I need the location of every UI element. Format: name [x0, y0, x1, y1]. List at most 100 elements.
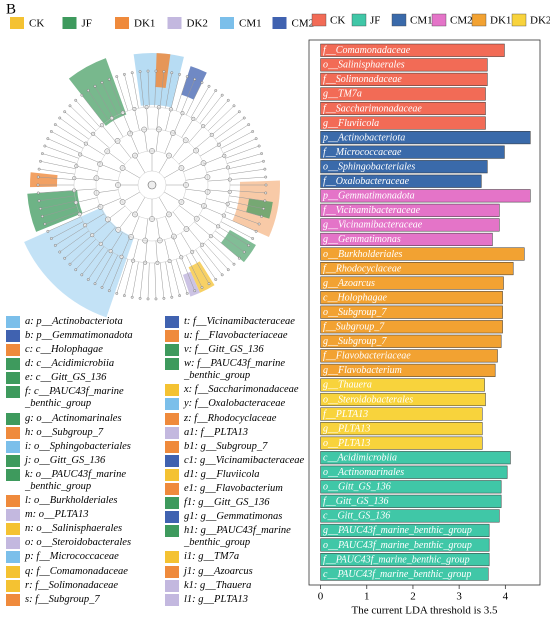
- key-label: i: o__Sphingobacteriales: [25, 440, 131, 452]
- key-item: g: o__Actinomarinales: [6, 412, 158, 425]
- bar: [320, 116, 486, 130]
- node: [41, 215, 44, 218]
- branch: [180, 257, 195, 291]
- branch: [199, 144, 219, 157]
- bar-label: c__PAUC43f_marine_benthic_group: [323, 569, 471, 580]
- key-swatch: [165, 593, 179, 606]
- branch: [204, 242, 229, 270]
- branch: [206, 198, 228, 205]
- key-label: q: f__Comamonadaceae: [25, 565, 128, 577]
- bar-label: f__Flavobacteriaceae: [323, 351, 411, 362]
- branch: [207, 189, 230, 193]
- key-label: a1: f__PLTA13: [184, 426, 249, 438]
- bar: [320, 291, 503, 305]
- branch: [116, 76, 129, 111]
- branch: [122, 167, 141, 179]
- key-item: b: p__Gemmatimonadota: [6, 330, 158, 343]
- bar: [320, 174, 482, 188]
- branch: [76, 165, 98, 172]
- branch: [116, 259, 129, 294]
- bar-label: o__Salinisphaerales: [323, 60, 405, 71]
- bar-label: c__Holophagae: [323, 292, 387, 303]
- branch: [132, 239, 139, 261]
- branch: [111, 118, 124, 138]
- bar: [320, 131, 531, 145]
- key-label: j1: g__Azoarcus: [184, 565, 253, 577]
- node: [185, 75, 189, 78]
- bar: [320, 538, 490, 552]
- branch: [94, 252, 114, 284]
- node: [43, 144, 47, 148]
- bar: [320, 305, 503, 319]
- key-swatch: [6, 523, 20, 536]
- node: [242, 116, 246, 120]
- branch: [229, 190, 266, 194]
- legend-label: CK: [330, 15, 345, 27]
- key-label: p: f__Micrococcaceae: [25, 551, 119, 563]
- node: [207, 282, 211, 286]
- legend-swatch: [351, 13, 367, 27]
- ring: [73, 106, 231, 264]
- branch: [96, 177, 119, 182]
- branch: [229, 168, 265, 175]
- key-item: x: f__Saccharimonadaceae: [165, 384, 305, 397]
- branch: [131, 261, 139, 298]
- bar: [320, 247, 525, 261]
- node: [39, 207, 42, 211]
- key-label: v: f__Gitt_GS_136: [184, 344, 264, 356]
- node: [242, 250, 246, 254]
- branch: [218, 226, 249, 246]
- key-item: h: o__Subgroup_7: [6, 426, 158, 439]
- bar: [320, 145, 505, 159]
- branch: [101, 125, 117, 143]
- node: [247, 123, 251, 126]
- branch: [187, 227, 203, 245]
- key-swatch: [165, 412, 179, 425]
- branch: [173, 113, 183, 134]
- branch: [39, 195, 75, 202]
- branch: [117, 140, 132, 159]
- node: [86, 278, 90, 281]
- key-swatch: [6, 495, 20, 508]
- key-item: j1: g__Azoarcus: [165, 565, 305, 578]
- node: [46, 229, 50, 233]
- key-item: o: o__Steroidobacterales: [6, 537, 158, 550]
- branch: [185, 254, 203, 288]
- branch: [42, 153, 78, 164]
- key-swatch: [165, 497, 179, 510]
- key-swatch: [165, 454, 179, 467]
- bar: [320, 320, 503, 334]
- key-label: x: f__Saccharimonadaceae: [184, 384, 299, 396]
- branch: [109, 257, 124, 291]
- node: [260, 152, 263, 155]
- key-label: k1: g__Thauera: [184, 579, 252, 591]
- node: [263, 199, 267, 203]
- node: [63, 256, 67, 260]
- legend-swatch: [62, 17, 77, 29]
- bar: [320, 72, 488, 86]
- node: [262, 159, 265, 163]
- ring: [137, 170, 167, 200]
- legend-swatch: [220, 17, 234, 29]
- branch: [121, 236, 131, 257]
- key-label: c1: g__Vicinamibacteraceae: [184, 454, 305, 466]
- key-item: h1: g__PAUC43f_marine _benthic_group: [165, 525, 305, 549]
- bar: [320, 567, 489, 581]
- branch: [100, 198, 121, 208]
- key-label: t: f__Vicinamibacteraceae: [184, 316, 295, 327]
- branch: [229, 176, 266, 180]
- node: [80, 93, 84, 97]
- key-label: g1: g__Gemmatimonas: [184, 511, 283, 523]
- node: [115, 292, 119, 295]
- branch: [55, 226, 86, 246]
- bar-label: f__PAUC43f_marine_benthic_group: [323, 554, 470, 565]
- key-item: y: f__Oxalobacteraceae: [165, 398, 305, 411]
- node: [100, 286, 104, 289]
- bar: [320, 553, 490, 567]
- key-item: d1: g__Fluviicola: [165, 468, 305, 481]
- key-swatch: [6, 372, 20, 385]
- ring: [117, 150, 187, 220]
- branch: [69, 105, 97, 131]
- key-item: g1: g__Gemmatimonas: [165, 511, 305, 524]
- node: [247, 244, 251, 247]
